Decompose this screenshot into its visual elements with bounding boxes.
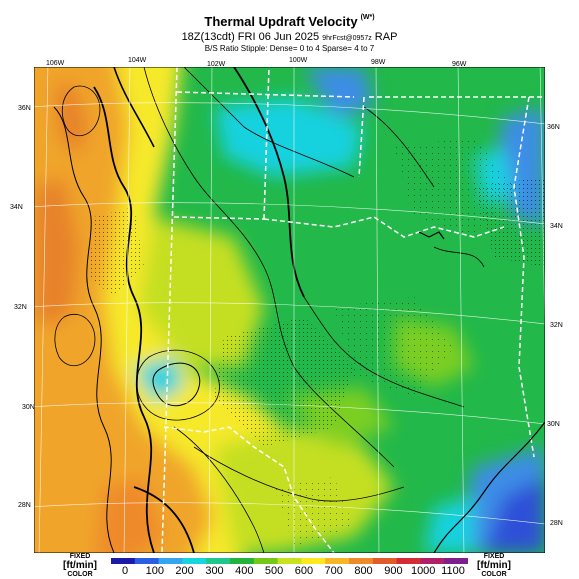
colorbar-tick-label: 1000 xyxy=(410,565,436,577)
lat-label-left-28n: 28N xyxy=(18,502,31,509)
colorbar-swatch xyxy=(182,558,207,564)
colorbar-unit-right-top: FIXED xyxy=(483,553,505,560)
colorbar-tick-label: 700 xyxy=(324,565,343,577)
colorbar-tick-label: 300 xyxy=(205,565,224,577)
colorbar-swatch xyxy=(230,558,255,564)
colorbar-swatch xyxy=(158,558,183,564)
lat-label-right-32n: 32N xyxy=(550,322,563,329)
lat-label-left-30n: 30N xyxy=(22,404,35,411)
lat-label-right-28n: 28N xyxy=(550,520,563,527)
colorbar-swatch xyxy=(396,558,421,564)
contour-lines xyxy=(53,67,485,553)
colorbar-unit-left-top: FIXED xyxy=(69,553,91,560)
colorbar-swatch xyxy=(372,558,398,564)
colorbar-swatch xyxy=(444,558,468,564)
stipple-note: B/S Ratio Stipple: Dense= 0 to 4 Sparse=… xyxy=(204,44,375,53)
lat-label-left-34n: 34N xyxy=(10,204,23,211)
model-name: RAP xyxy=(374,31,398,43)
valid-time: 18Z(13cdt) FRI 06 Jun 2025 xyxy=(181,31,320,43)
colorbar xyxy=(111,558,468,564)
colorbar-tick-label: 400 xyxy=(235,565,254,577)
colorbar-tick-label: 1100 xyxy=(441,565,465,577)
colorbar-tick-label: 800 xyxy=(354,565,373,577)
map-title: Thermal Updraft Velocity (W*) xyxy=(0,14,579,29)
lat-label-left-36n: 36N xyxy=(18,105,31,112)
colorbar-swatch xyxy=(253,558,279,564)
colorbar-unit-left-bottom: COLOR xyxy=(67,571,93,578)
colorbar-swatch xyxy=(349,558,374,564)
lon-label-106w: 106W xyxy=(46,60,65,67)
lat-label-left-32n: 32N xyxy=(14,304,27,311)
lat-label-right-30n: 30N xyxy=(547,421,560,428)
lat-lon-grid xyxy=(34,67,545,553)
lon-label-104w: 104W xyxy=(128,57,147,64)
title-text: Thermal Updraft Velocity xyxy=(204,14,358,29)
lon-label-98w: 98W xyxy=(371,59,386,66)
colorbar-tick-label: 500 xyxy=(264,565,284,577)
colorbar-tick-label: 0 xyxy=(121,565,129,577)
lon-label-96w: 96W xyxy=(452,61,467,68)
colorbar-tick-label: 900 xyxy=(384,565,403,577)
colorbar-tick-label: 200 xyxy=(175,565,194,577)
title-superscript: (W*) xyxy=(360,14,375,21)
colorbar-tick-label: 100 xyxy=(145,565,164,577)
colorbar-swatch xyxy=(301,558,326,564)
colorbar-tick-label: 600 xyxy=(294,565,314,577)
forecast-info: 9hrFcst@0957z xyxy=(322,35,372,42)
colorbar-unit-right-text: [ft/min] xyxy=(477,560,511,571)
colorbar-unit-left: FIXED [ft/min] COLOR xyxy=(60,553,100,579)
colorbar-swatch xyxy=(277,558,302,564)
lat-label-right-36n: 36N xyxy=(547,124,560,131)
gulf-coastline xyxy=(433,421,545,553)
state-borders xyxy=(161,67,545,553)
colorbar-swatch xyxy=(134,558,160,564)
colorbar-swatch xyxy=(420,558,445,564)
colorbar-swatch xyxy=(111,558,136,564)
valid-time-line: 18Z(13cdt) FRI 06 Jun 2025 9hrFcst@0957z… xyxy=(0,31,579,43)
thermal-updraft-map xyxy=(34,67,545,553)
lat-label-right-34n: 34N xyxy=(550,223,563,230)
colorbar-unit-right-bottom: COLOR xyxy=(481,571,507,578)
lon-label-100w: 100W xyxy=(289,57,308,64)
colorbar-swatch xyxy=(206,558,231,564)
colorbar-swatch xyxy=(325,558,350,564)
lon-label-102w: 102W xyxy=(207,61,226,68)
colorbar-unit-left-text: [ft/min] xyxy=(63,560,97,571)
lake-outline xyxy=(418,231,445,240)
colorbar-unit-right: FIXED [ft/min] COLOR xyxy=(474,553,514,579)
